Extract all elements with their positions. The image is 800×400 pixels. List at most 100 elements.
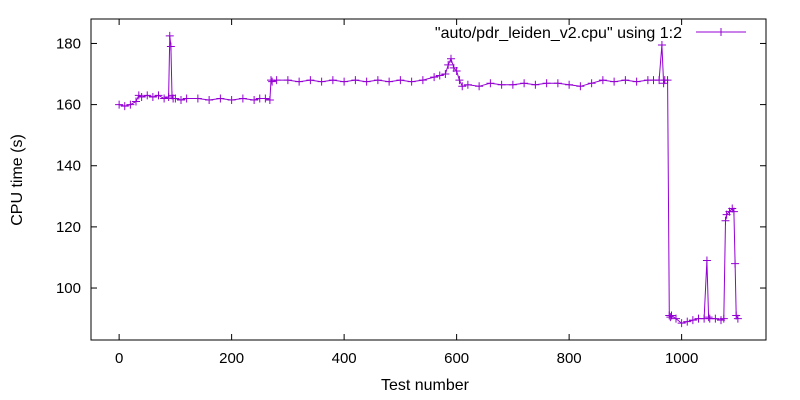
data-point — [486, 79, 495, 88]
data-point — [677, 319, 686, 328]
data-point — [164, 92, 173, 101]
data-point — [265, 96, 274, 105]
data-point — [250, 96, 259, 105]
x-axis-label: Test number — [381, 377, 470, 394]
data-point — [731, 259, 740, 268]
data-point — [683, 317, 692, 326]
data-point — [455, 76, 464, 85]
data-point — [458, 82, 467, 91]
data-point — [444, 60, 453, 69]
data-point — [729, 207, 738, 216]
data-point — [295, 77, 304, 86]
x-tick-label: 200 — [219, 350, 244, 367]
legend-marker — [717, 28, 725, 36]
data-point — [553, 79, 562, 88]
data-point — [657, 40, 666, 49]
data-point — [520, 79, 529, 88]
data-point — [115, 100, 124, 109]
data-point — [216, 94, 225, 103]
data-point — [610, 77, 619, 86]
data-point — [238, 94, 247, 103]
plot-frame — [90, 18, 767, 341]
data-point — [154, 91, 163, 100]
x-tick-label: 600 — [444, 350, 469, 367]
x-tick-label: 400 — [332, 350, 357, 367]
data-point — [317, 77, 326, 86]
data-point — [475, 82, 484, 91]
data-point — [120, 102, 129, 111]
data-point — [148, 92, 157, 101]
data-point — [587, 79, 596, 88]
data-point — [407, 77, 416, 86]
data-point — [576, 82, 585, 91]
data-point — [306, 76, 315, 85]
data-point — [441, 70, 450, 79]
data-point — [721, 216, 730, 225]
data-point — [632, 77, 641, 86]
data-point — [166, 42, 175, 51]
x-tick-label: 800 — [557, 350, 582, 367]
y-tick-label: 140 — [56, 158, 81, 175]
y-tick-label: 120 — [56, 219, 81, 236]
data-point — [362, 77, 371, 86]
y-tick-label: 160 — [56, 97, 81, 114]
data-point — [132, 97, 140, 106]
data-point — [621, 76, 630, 85]
data-point — [160, 94, 169, 103]
y-tick-label: 180 — [56, 35, 81, 52]
data-point — [272, 76, 281, 85]
data-point — [463, 80, 472, 89]
data-point — [733, 314, 742, 323]
data-point — [672, 314, 680, 323]
data-point — [666, 313, 675, 322]
x-tick-label: 0 — [115, 350, 123, 367]
data-point — [227, 96, 236, 105]
data-point — [328, 76, 337, 85]
data-point — [385, 77, 394, 86]
data-point — [663, 76, 672, 85]
data-point — [704, 313, 713, 322]
data-point — [268, 77, 277, 86]
data-point — [711, 314, 720, 323]
data-point — [565, 80, 574, 89]
x-tick-label: 1000 — [665, 350, 698, 367]
data-point — [171, 94, 180, 103]
data-point — [430, 73, 439, 82]
data-point — [508, 80, 517, 89]
data-point — [435, 71, 444, 80]
data-point — [283, 76, 292, 85]
data-point — [351, 76, 360, 85]
data-point — [177, 96, 185, 105]
data-point — [126, 100, 135, 109]
data-point — [205, 96, 214, 105]
data-point — [447, 54, 455, 63]
series-layer — [115, 31, 742, 328]
data-point — [719, 314, 728, 323]
data-point — [261, 94, 270, 103]
data-point — [667, 311, 676, 320]
data-point — [688, 316, 697, 325]
data-point — [165, 31, 174, 40]
data-point — [702, 256, 711, 265]
data-point — [193, 94, 202, 103]
data-point — [497, 80, 506, 89]
data-point — [182, 94, 191, 103]
data-point — [531, 80, 540, 89]
data-point — [542, 79, 551, 88]
data-point — [373, 76, 382, 85]
y-tick-label: 100 — [56, 280, 81, 297]
legend: "auto/pdr_leiden_v2.cpu" using 1:2 — [435, 25, 746, 42]
data-point — [452, 66, 461, 75]
data-point — [340, 77, 349, 86]
data-point — [418, 76, 427, 85]
data-point — [598, 76, 607, 85]
data-point — [396, 76, 405, 85]
legend-label: "auto/pdr_leiden_v2.cpu" using 1:2 — [435, 25, 682, 42]
y-axis-label: CPU time (s) — [9, 134, 26, 226]
data-point — [137, 92, 146, 101]
series-line — [118, 35, 739, 324]
axis-ticks: 0 200 400 600 800 1000 100 120 140 160 180 — [56, 19, 766, 367]
data-point — [143, 91, 152, 100]
